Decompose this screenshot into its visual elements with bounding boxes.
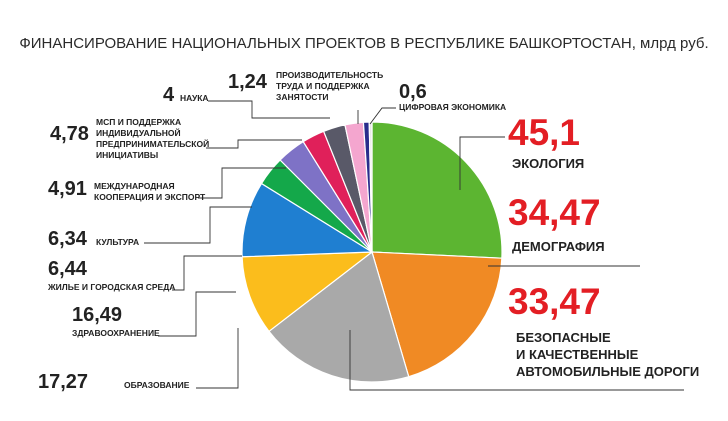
- slice-value-label: 6,44: [48, 258, 88, 280]
- slice-category-label: ПРОИЗВОДИТЕЛЬНОСТЬ ТРУДА И ПОДДЕРЖКА ЗАНЯТ…: [276, 70, 383, 102]
- leader-line: [349, 330, 684, 391]
- leader-line: [196, 328, 239, 389]
- leader-line: [144, 206, 252, 244]
- slice-value-label: 4: [163, 84, 175, 106]
- leader-line: [208, 100, 330, 119]
- leader-line: [172, 255, 242, 291]
- slice-value-label: 45,1: [508, 112, 580, 153]
- slice-category-label: ЦИФРОВАЯ ЭКОНОМИКА: [399, 102, 506, 112]
- slice-value-label: 16,49: [72, 304, 122, 326]
- pie-slice: [371, 121, 503, 259]
- slice-category-label: МСП И ПОДДЕРЖКА ИНДИВИДУАЛЬНОЙ ПРЕДПРИНИМА…: [96, 117, 209, 160]
- pie-slice: [371, 251, 503, 378]
- leader-lines: [144, 100, 684, 391]
- slice-category-label: ДЕМОГРАФИЯ: [512, 239, 605, 254]
- slice-value-label: 34,47: [508, 192, 601, 233]
- pie-slice: [241, 251, 374, 333]
- leader-line: [459, 136, 505, 190]
- slice-category-label: ЖИЛЬЕ И ГОРОДСКАЯ СРЕДА: [47, 282, 175, 292]
- slice-labels: 45,1 ЭКОЛОГИЯ 34,47 ДЕМОГРАФИЯ 33,47 БЕЗОПАСН…: [38, 70, 699, 393]
- slice-category-label: НАУКА: [180, 93, 209, 103]
- slice-category-label: ЭКОЛОГИЯ: [512, 156, 584, 171]
- pie-slices: [241, 121, 503, 383]
- slice-category-label: ОБРАЗОВАНИЕ: [124, 380, 190, 390]
- slice-value-label: 33,47: [508, 281, 601, 322]
- slice-value-label: 17,27: [38, 371, 88, 393]
- slice-category-label: КУЛЬТУРА: [96, 237, 139, 247]
- chart-title: ФИНАНСИРОВАНИЕ НАЦИОНАЛЬНЫХ ПРОЕКТОВ В Р…: [19, 35, 708, 52]
- slice-category-label: БЕЗОПАСНЫЕ И КАЧЕСТВЕННЫЕ АВТОМОБИЛЬНЫЕ ДО…: [516, 330, 699, 379]
- pie-slice: [268, 250, 410, 383]
- slice-category-label: ЗДРАВООХРАНЕНИЕ: [72, 328, 160, 338]
- leader-line: [206, 139, 302, 149]
- leader-line: [158, 291, 236, 337]
- slice-value-label: 0,6: [399, 81, 427, 103]
- leader-line: [198, 167, 286, 199]
- leader-line: [369, 107, 396, 125]
- slice-category-label: МЕЖДУНАРОДНАЯ КООПЕРАЦИЯ И ЭКСПОРТ: [94, 181, 206, 202]
- slice-value-label: 4,78: [50, 123, 89, 145]
- slice-value-label: 1,24: [228, 71, 268, 93]
- pie-slice: [241, 182, 374, 258]
- slice-value-label: 6,34: [48, 228, 88, 250]
- slice-value-label: 4,91: [48, 178, 87, 200]
